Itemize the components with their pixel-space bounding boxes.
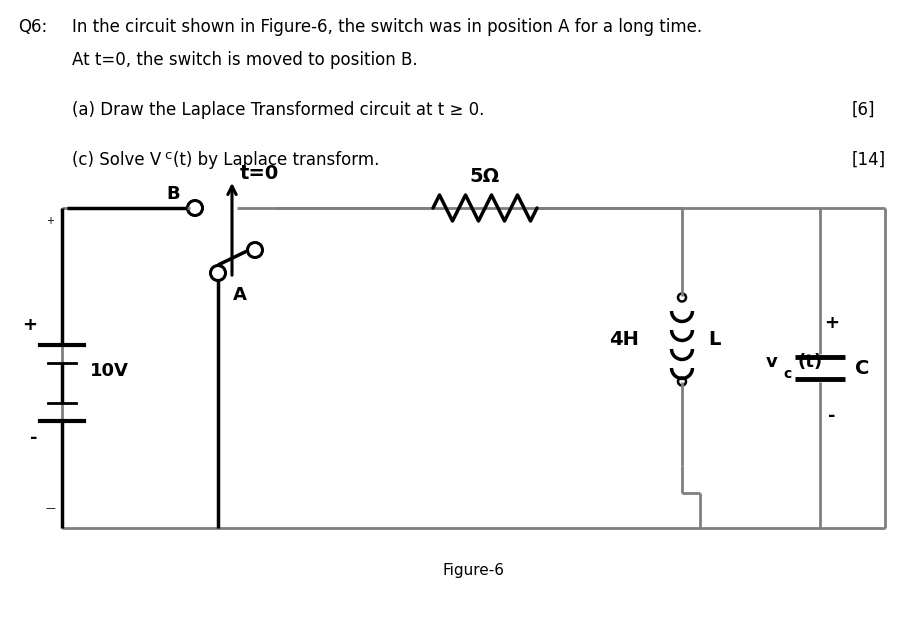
Text: c: c bbox=[783, 367, 792, 381]
Text: In the circuit shown in Figure-6, the switch was in position A for a long time.: In the circuit shown in Figure-6, the sw… bbox=[72, 18, 701, 36]
Text: 4H: 4H bbox=[609, 330, 639, 349]
Text: At t=0, the switch is moved to position B.: At t=0, the switch is moved to position … bbox=[72, 51, 417, 69]
Text: B: B bbox=[166, 185, 179, 203]
Text: [6]: [6] bbox=[851, 101, 875, 119]
Text: A: A bbox=[232, 286, 247, 304]
Text: Q6:: Q6: bbox=[18, 18, 47, 36]
Text: C: C bbox=[854, 358, 868, 377]
Text: +: + bbox=[46, 216, 54, 226]
Text: +: + bbox=[23, 316, 37, 334]
Text: c: c bbox=[164, 149, 171, 162]
Text: (a) Draw the Laplace Transformed circuit at t ≥ 0.: (a) Draw the Laplace Transformed circuit… bbox=[72, 101, 484, 119]
Text: 5Ω: 5Ω bbox=[469, 166, 499, 185]
Text: [14]: [14] bbox=[851, 151, 885, 169]
Text: (t): (t) bbox=[796, 353, 822, 371]
Text: —: — bbox=[45, 503, 55, 513]
Text: 10V: 10V bbox=[90, 362, 128, 380]
Text: -: - bbox=[30, 429, 37, 447]
Text: t=0: t=0 bbox=[240, 163, 279, 182]
Text: -: - bbox=[827, 407, 834, 425]
Text: L: L bbox=[707, 330, 720, 349]
Text: (t) by Laplace transform.: (t) by Laplace transform. bbox=[173, 151, 379, 169]
Text: v: v bbox=[765, 353, 777, 371]
Text: Figure-6: Figure-6 bbox=[442, 563, 504, 579]
Text: +: + bbox=[824, 314, 839, 332]
Text: (c) Solve V: (c) Solve V bbox=[72, 151, 161, 169]
